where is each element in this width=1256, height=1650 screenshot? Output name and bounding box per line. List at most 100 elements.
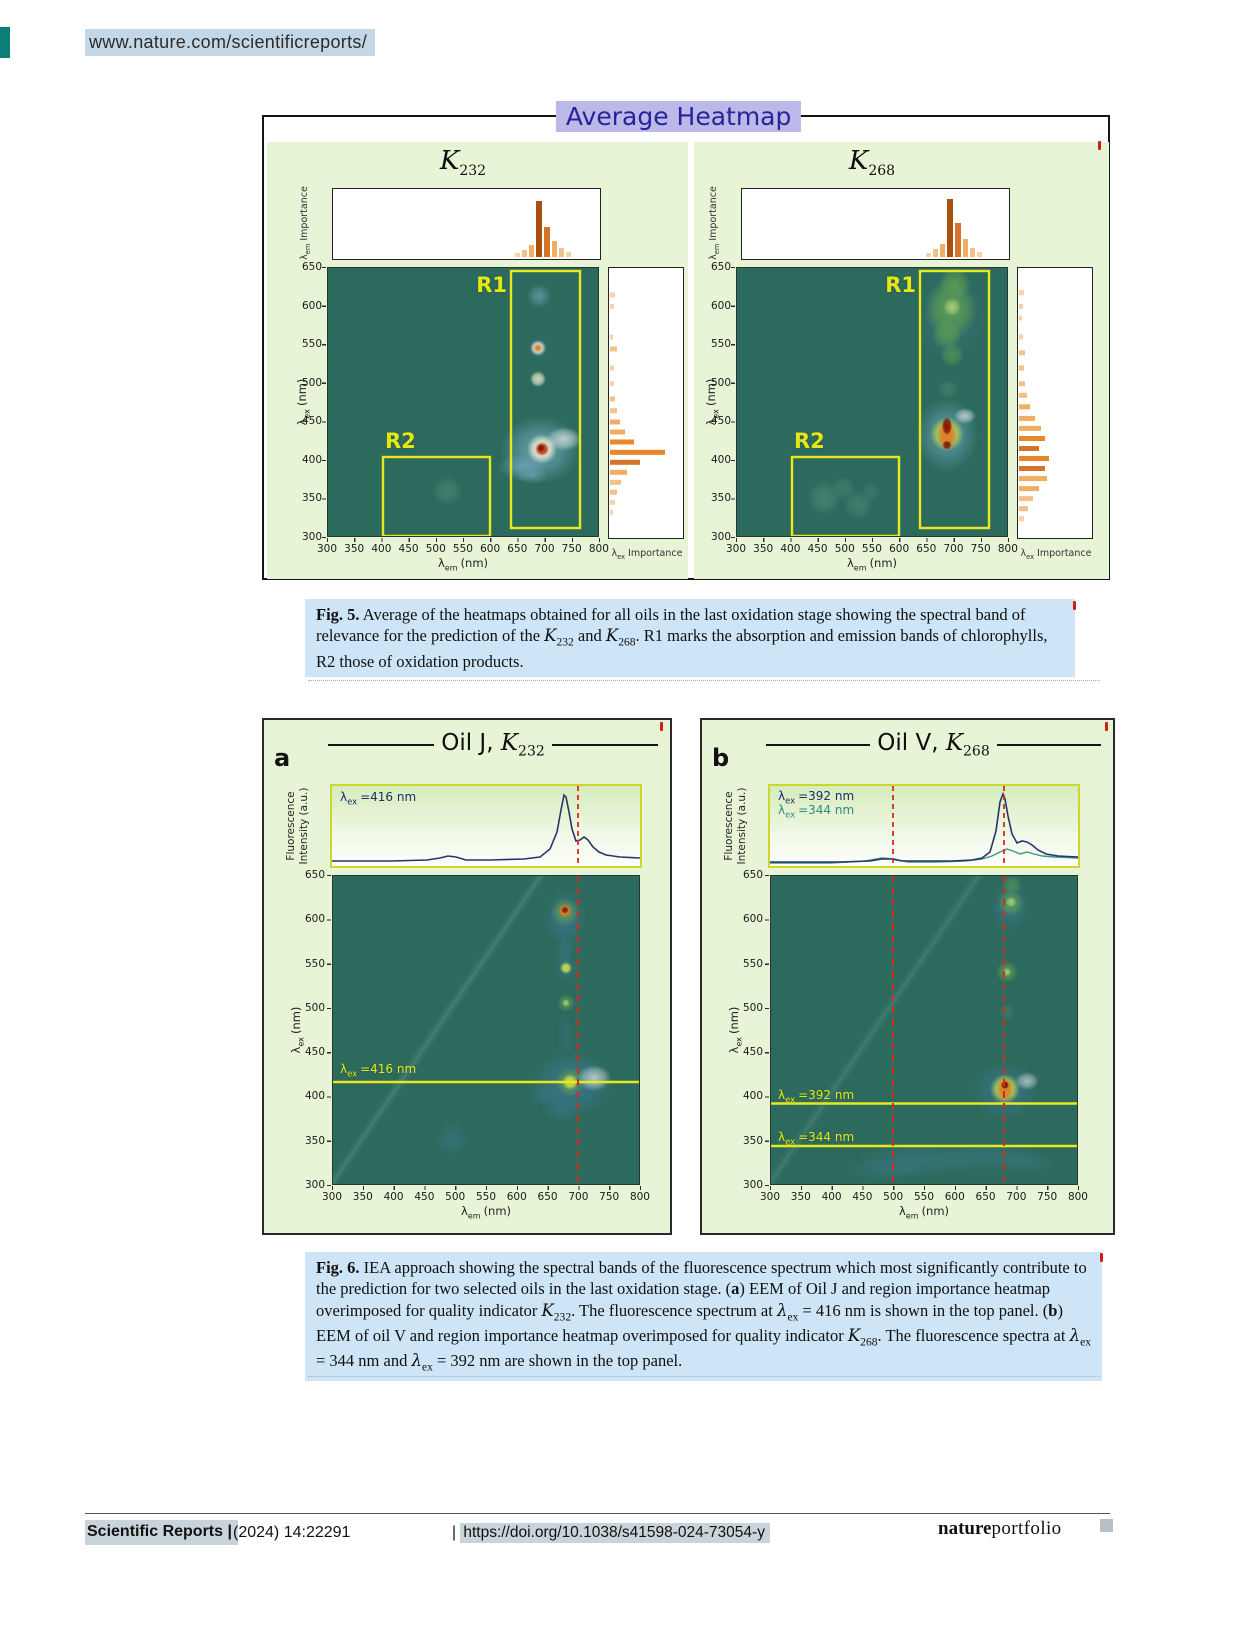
em-axis-label: λem (nm)	[846, 556, 898, 573]
axis-tick-label: 650	[975, 1191, 996, 1203]
footer-pipe: |	[452, 1524, 457, 1541]
ex-axis-label: λex(nm)	[295, 378, 312, 426]
em-axis-label: λem (nm)	[898, 1204, 950, 1221]
doi-link[interactable]: https://doi.org/10.1038/s41598-024-73054…	[460, 1523, 770, 1543]
axis-tick-label: 350	[742, 1134, 763, 1147]
axis-tick-label: 700	[534, 543, 555, 555]
spectrum-annotation-344: λex =344 nm	[778, 803, 855, 820]
figure5-panel-k232: K232 λemImportance 650 600 550 500 450 400 350…	[267, 142, 688, 579]
axis-tick-label: 650	[710, 261, 731, 273]
ex-axis-label: λex(nm)	[704, 378, 721, 426]
print-artifact-mark	[1073, 601, 1076, 610]
panel-a-title-row: Oil J, K232	[328, 730, 658, 760]
axis-tick-label: 450	[414, 1191, 435, 1203]
ex-importance-histogram	[608, 267, 684, 539]
panel-b-title-row: Oil V, K268	[766, 730, 1102, 760]
axis-tick-label: 500	[425, 543, 446, 555]
axis-tick-label: 600	[506, 1191, 527, 1203]
section-divider	[308, 1376, 1100, 1377]
section-divider	[308, 680, 1100, 681]
axis-tick-label: 600	[944, 1191, 965, 1203]
oil-j-eem-canvas	[332, 875, 640, 1185]
region-r1-label: R1	[476, 273, 507, 297]
oil-j-eem-heatmap	[332, 875, 640, 1185]
print-artifact-mark	[660, 722, 663, 731]
axis-tick-label: 750	[599, 1191, 620, 1203]
axis-tick-label: 300	[742, 1178, 763, 1191]
figure5-caption: Fig. 5. Average of the heatmaps obtained…	[305, 599, 1075, 678]
axis-tick-label: 650	[742, 869, 763, 881]
figure5-title: Average Heatmap	[555, 101, 802, 132]
axis-tick-label: 300	[321, 1191, 343, 1203]
em-importance-histogram-canvas	[926, 199, 982, 257]
title-rule-left	[328, 744, 435, 746]
print-artifact-mark	[1105, 722, 1108, 731]
panel-a-letter: a	[274, 744, 291, 772]
em-axis-label: λem (nm)	[460, 1204, 512, 1221]
em-importance-histogram-canvas	[515, 201, 571, 257]
axis-tick-label: 500	[304, 1001, 325, 1014]
figure6-panel-b: Oil V, K268 b Fluorescence Intensity (a.u…	[700, 718, 1115, 1235]
y-axis-tick-labels: 650 600 550 500 450 400 350 300	[703, 261, 731, 543]
axis-tick-label: 300	[725, 543, 747, 555]
region-r2-label: R2	[385, 429, 416, 453]
ex-axis-label: λex(nm)	[727, 1006, 744, 1054]
region-r1-label: R1	[885, 273, 916, 297]
ex-importance-axis-label: λex Importance	[611, 548, 683, 561]
x-axis-tick-labels: 300 350 400 450 500 550 600 650 700 750 800	[314, 543, 612, 555]
axis-tick-label: 350	[710, 492, 731, 505]
title-rule-right	[996, 744, 1102, 746]
axis-tick-label: 500	[742, 1001, 763, 1014]
axis-tick-label: 550	[913, 1191, 934, 1203]
axis-tick-label: 700	[568, 1191, 589, 1203]
axis-tick-label: 750	[1037, 1191, 1058, 1203]
axis-tick-label: 450	[301, 415, 322, 428]
axis-tick-label: 400	[742, 1090, 763, 1103]
em-importance-histogram	[332, 188, 601, 260]
em-importance-axis-label: λemImportance	[708, 186, 721, 260]
x-axis-tickmarks	[770, 1186, 1079, 1190]
y-axis-tick-labels: 650 600 550 500 450 400 350 300	[297, 869, 325, 1191]
spectrum-annotation-416: λex =416 nm	[340, 790, 417, 807]
em-importance-histogram	[741, 188, 1010, 260]
ex-importance-axis-label: λex Importance	[1020, 548, 1092, 561]
eem-annotation-392: λex =392 nm	[778, 1088, 855, 1105]
y-axis-tickmarks	[322, 267, 326, 538]
axis-tick-label: 800	[588, 543, 609, 555]
y-axis-tickmarks	[327, 875, 331, 1186]
axis-tick-label: 600	[710, 299, 731, 312]
axis-tick-label: 400	[371, 543, 392, 555]
panel-title-k232: K232	[439, 146, 487, 180]
axis-tick-label: 550	[452, 543, 473, 555]
journal-url-link[interactable]: www.nature.com/scientificreports/	[85, 29, 375, 56]
axis-tick-label: 450	[398, 543, 419, 555]
axis-tick-label: 500	[301, 376, 322, 389]
axis-tick-label: 800	[997, 543, 1018, 555]
y-axis-tickmarks	[765, 875, 769, 1186]
axis-tick-label: 600	[742, 913, 763, 926]
x-axis-tick-labels: 300 350 400 450 500 550 600 650 700 750 800	[319, 1191, 653, 1203]
axis-tick-label: 400	[780, 543, 801, 555]
axis-tick-label: 650	[507, 543, 528, 555]
y-axis-tickmarks	[731, 267, 735, 538]
axis-tick-label: 500	[710, 376, 731, 389]
axis-tick-label: 600	[480, 543, 501, 555]
axis-tick-label: 500	[883, 1191, 904, 1203]
footer-doi: | https://doi.org/10.1038/s41598-024-730…	[452, 1522, 770, 1544]
axis-tick-label: 800	[629, 1191, 650, 1203]
axis-tick-label: 350	[301, 492, 322, 505]
panel-title-k268: K268	[848, 146, 896, 180]
y-axis-tick-labels: 650 600 550 500 450 400 350 300	[294, 261, 322, 543]
axis-tick-label: 600	[301, 299, 322, 312]
region-r2-label: R2	[794, 429, 825, 453]
eem-annotation-416: λex =416 nm	[340, 1062, 417, 1079]
k268-heatmap	[736, 267, 1008, 537]
footer-journal-name: Scientific Reports |	[85, 1520, 238, 1545]
title-rule-right	[551, 744, 658, 746]
axis-tick-label: 800	[1067, 1191, 1088, 1203]
axis-tick-label: 500	[445, 1191, 466, 1203]
axis-tick-label: 350	[753, 543, 774, 555]
panel-a-title: Oil J, K232	[441, 730, 545, 760]
ex-importance-histogram	[1017, 267, 1093, 539]
